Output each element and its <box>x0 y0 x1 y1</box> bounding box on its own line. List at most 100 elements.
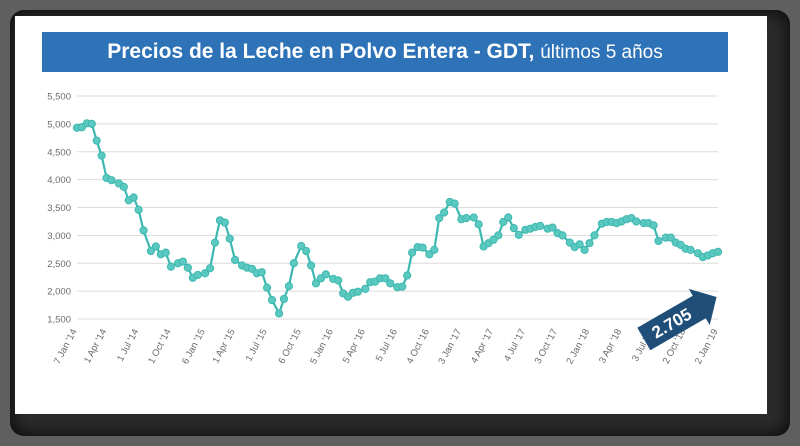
x-tick-label: 4 Jul '17 <box>502 327 528 363</box>
data-point <box>536 221 545 230</box>
x-tick-label: 1 Apr '14 <box>82 327 109 365</box>
x-tick-label: 3 Oct '17 <box>533 327 560 365</box>
x-tick-label: 3 Jan '17 <box>436 327 464 366</box>
data-point <box>205 264 215 273</box>
data-point <box>632 217 641 226</box>
data-point <box>321 270 330 279</box>
y-tick-label: 5,500 <box>47 92 71 103</box>
data-point <box>210 238 220 247</box>
data-point <box>183 263 192 272</box>
data-point <box>129 193 138 202</box>
data-point <box>590 231 599 240</box>
x-tick-label: 5 Jan '16 <box>308 327 336 366</box>
y-tick-label: 1,500 <box>47 315 71 326</box>
data-point <box>311 279 321 288</box>
chart-subtitle: últimos 5 años <box>540 42 663 63</box>
data-point <box>565 238 574 247</box>
data-point <box>398 282 407 291</box>
chart-card: Precios de la Leche en Polvo Entera - GD… <box>15 16 767 414</box>
x-tick-label: 5 Jul '16 <box>374 327 400 363</box>
data-point <box>119 182 128 191</box>
data-point <box>284 282 294 291</box>
data-point <box>193 270 202 280</box>
data-point <box>107 176 116 185</box>
data-point <box>585 239 594 248</box>
data-point <box>386 279 395 288</box>
x-tick-label: 1 Jul '14 <box>115 327 141 363</box>
data-point <box>297 241 306 251</box>
x-tick-label: 2 Jan '18 <box>564 327 592 366</box>
data-point <box>450 199 459 208</box>
callout-arrow <box>637 288 717 351</box>
data-point <box>302 246 311 256</box>
chart-title: Precios de la Leche en Polvo Entera - GD… <box>107 40 535 63</box>
data-point <box>353 287 362 296</box>
data-point <box>247 264 257 273</box>
data-point <box>558 231 567 240</box>
x-tick-label: 1 Oct '14 <box>146 327 173 365</box>
data-point <box>435 213 444 223</box>
data-point <box>267 295 277 305</box>
y-tick-label: 4,000 <box>47 175 71 186</box>
data-point <box>274 309 284 318</box>
data-point <box>334 276 343 285</box>
x-tick-label: 6 Oct '15 <box>276 327 303 365</box>
x-tick-label: 1 Jul '15 <box>244 327 270 363</box>
chart-title-bar: Precios de la Leche en Polvo Entera - GD… <box>42 32 728 72</box>
data-point <box>220 218 229 227</box>
data-point <box>161 248 170 257</box>
data-point <box>92 136 101 145</box>
data-point <box>425 250 434 259</box>
data-point <box>146 246 156 256</box>
data-point <box>166 262 176 271</box>
data-point <box>575 240 584 249</box>
data-point <box>504 213 513 222</box>
y-tick-label: 3,500 <box>47 203 71 214</box>
data-point <box>548 223 557 232</box>
data-point <box>178 257 188 266</box>
data-point <box>381 274 390 283</box>
data-point <box>430 245 439 254</box>
y-tick-label: 3,000 <box>47 231 71 242</box>
data-point <box>87 119 96 128</box>
data-point <box>306 261 316 270</box>
x-tick-label: 2 Jan '19 <box>693 327 721 366</box>
data-point <box>509 224 518 233</box>
x-tick-label: 5 Apr '16 <box>341 327 368 365</box>
x-tick-label: 4 Apr '17 <box>469 327 496 365</box>
data-point <box>225 234 234 243</box>
x-tick-label: 3 Apr '18 <box>597 327 624 365</box>
data-point <box>713 247 723 256</box>
x-tick-label: 1 Apr '15 <box>211 327 238 365</box>
data-point <box>649 221 658 230</box>
data-point <box>474 220 483 229</box>
data-point <box>97 151 106 160</box>
data-point <box>514 230 523 239</box>
x-tick-label: 4 Oct '16 <box>405 327 432 365</box>
y-tick-label: 4,500 <box>47 147 71 158</box>
data-point <box>489 235 498 244</box>
data-point <box>403 271 412 280</box>
x-tick-label: 7 Jan '14 <box>52 327 80 366</box>
data-point <box>440 208 449 217</box>
data-point <box>499 217 508 227</box>
x-tick-label: 6 Jan '15 <box>180 327 208 366</box>
data-point <box>654 236 663 246</box>
data-point <box>686 245 695 254</box>
data-point <box>666 233 675 242</box>
data-point <box>262 283 272 292</box>
data-point <box>257 268 266 277</box>
data-point <box>361 284 370 293</box>
data-point <box>230 255 240 265</box>
data-point <box>580 245 589 254</box>
data-point <box>418 243 427 252</box>
data-point <box>201 269 210 278</box>
data-point <box>462 213 471 223</box>
y-tick-label: 2,500 <box>47 259 71 270</box>
data-point <box>408 248 417 257</box>
data-point <box>151 242 160 251</box>
data-point <box>279 294 289 304</box>
price-line-chart: 1,500 2,000 2,500 3,000 3,500 4,000 4,500 5,000… <box>47 92 723 366</box>
y-tick-label: 5,000 <box>47 119 71 130</box>
data-point <box>494 231 503 240</box>
